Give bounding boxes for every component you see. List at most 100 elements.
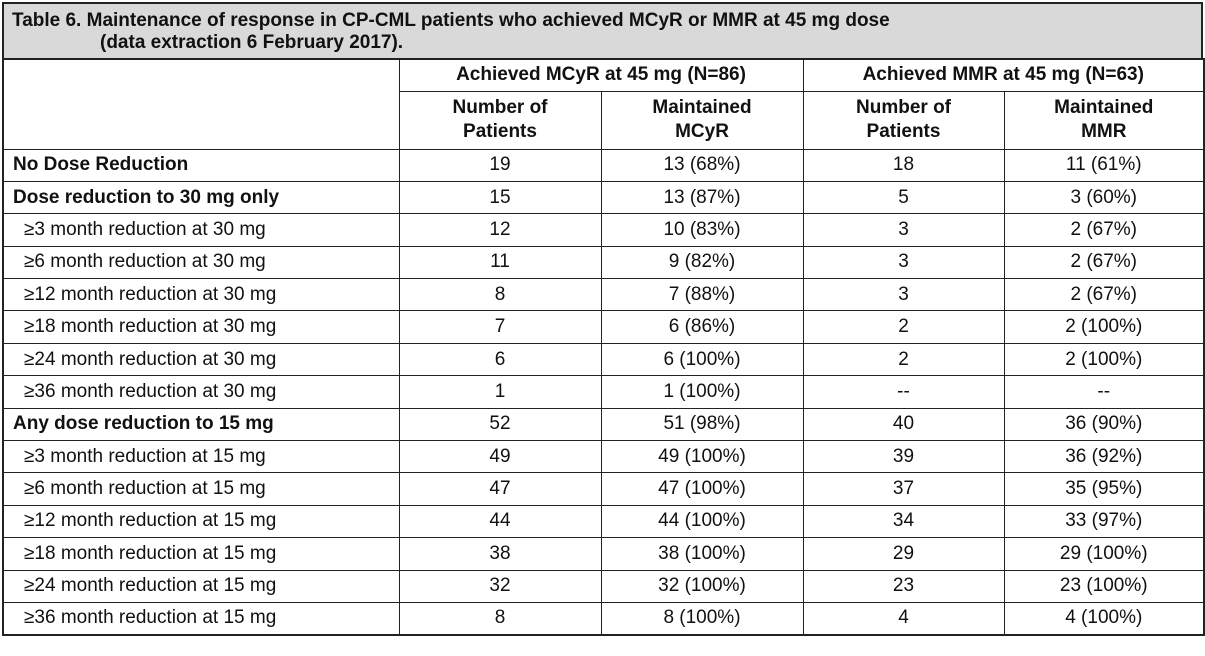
- table-body: No Dose Reduction 19 13 (68%) 18 11 (61%) Dos…: [2, 148, 1205, 636]
- row-label: ≥12 month reduction at 15 mg: [2, 504, 400, 539]
- table-cell: 3: [802, 245, 1005, 280]
- table-cell: 34: [802, 504, 1005, 539]
- table-cell: 11 (61%): [1003, 148, 1205, 182]
- table-cell: 10 (83%): [600, 213, 804, 247]
- table-cell: 11: [398, 245, 602, 280]
- table-cell: 47 (100%): [600, 472, 804, 506]
- table-cell: 38: [398, 537, 602, 571]
- sub-header-cell: Maintained MCyR: [600, 90, 804, 150]
- row-label: ≥6 month reduction at 15 mg: [2, 472, 400, 506]
- table-caption: Table 6. Maintenance of response in CP-C…: [2, 2, 1203, 58]
- table-cell: 3 (60%): [1003, 180, 1205, 215]
- table-row: ≥24 month reduction at 30 mg 6 6 (100%) 2 2 …: [2, 342, 1205, 377]
- table-cell: 44: [398, 504, 602, 539]
- table-cell: 37: [802, 472, 1005, 506]
- table-row: No Dose Reduction 19 13 (68%) 18 11 (61%): [2, 148, 1205, 182]
- row-label: ≥36 month reduction at 30 mg: [2, 375, 400, 409]
- table-cell: 2 (67%): [1003, 278, 1205, 312]
- table-cell: 1 (100%): [600, 375, 804, 409]
- table-cell: 2 (100%): [1003, 310, 1205, 344]
- table-cell: 6: [398, 342, 602, 377]
- table-row: ≥3 month reduction at 15 mg 49 49 (100%) 39…: [2, 440, 1205, 474]
- table-cell: 49: [398, 440, 602, 474]
- table-cell: 1: [398, 375, 602, 409]
- table-cell: 15: [398, 180, 602, 215]
- table-cell: 23 (100%): [1003, 569, 1205, 603]
- row-label: ≥24 month reduction at 15 mg: [2, 569, 400, 603]
- table-cell: 13 (87%): [600, 180, 804, 215]
- row-label: Dose reduction to 30 mg only: [2, 180, 400, 215]
- table-cell: 2: [802, 342, 1005, 377]
- table-cell: 2 (100%): [1003, 342, 1205, 377]
- caption-line-2: (data extraction 6 February 2017).: [100, 32, 404, 53]
- row-label: ≥3 month reduction at 30 mg: [2, 213, 400, 247]
- table-cell: 36 (92%): [1003, 440, 1205, 474]
- row-label: No Dose Reduction: [2, 148, 400, 182]
- table-cell: 6 (86%): [600, 310, 804, 344]
- table-cell: 32: [398, 569, 602, 603]
- table-cell: 40: [802, 407, 1005, 442]
- table-cell: 18: [802, 148, 1005, 182]
- caption-line-1: Table 6. Maintenance of response in CP-C…: [12, 10, 890, 31]
- table-row: ≥6 month reduction at 30 mg 11 9 (82%) 3 2 (…: [2, 245, 1205, 280]
- table-cell: 19: [398, 148, 602, 182]
- table-cell: 13 (68%): [600, 148, 804, 182]
- empty-corner-cell: [2, 58, 400, 150]
- table-cell: 32 (100%): [600, 569, 804, 603]
- table-cell: 29 (100%): [1003, 537, 1205, 571]
- sub-header-row: Number of Patients Maintained MCyR Number …: [3, 90, 1205, 150]
- group-header-mcyr: Achieved MCyR at 45 mg (N=86): [398, 58, 804, 92]
- table-cell: 49 (100%): [600, 440, 804, 474]
- table-cell: 2: [802, 310, 1005, 344]
- table-cell: 44 (100%): [600, 504, 804, 539]
- table-row: ≥24 month reduction at 15 mg 32 32 (100%) 2…: [2, 569, 1205, 603]
- table-row: ≥3 month reduction at 30 mg 12 10 (83%) 3 2 …: [2, 213, 1205, 247]
- table-cell: 4: [802, 601, 1005, 636]
- table-cell: 33 (97%): [1003, 504, 1205, 539]
- group-header-row: Achieved MCyR at 45 mg (N=86) Achieved M…: [2, 58, 1205, 150]
- row-label: ≥36 month reduction at 15 mg: [2, 601, 400, 636]
- table-cell: 8: [398, 601, 602, 636]
- row-label: ≥18 month reduction at 30 mg: [2, 310, 400, 344]
- row-label: ≥18 month reduction at 15 mg: [2, 537, 400, 571]
- row-label: ≥24 month reduction at 30 mg: [2, 342, 400, 377]
- row-label: ≥12 month reduction at 30 mg: [2, 278, 400, 312]
- table-row: ≥12 month reduction at 30 mg 8 7 (88%) 3 2 (…: [2, 278, 1205, 312]
- row-label: Any dose reduction to 15 mg: [2, 407, 400, 442]
- table-cell: 38 (100%): [600, 537, 804, 571]
- table-cell: 7: [398, 310, 602, 344]
- table-cell: 36 (90%): [1003, 407, 1205, 442]
- table-cell: --: [1003, 375, 1205, 409]
- table-row: ≥36 month reduction at 15 mg 8 8 (100%) 4 4 …: [2, 601, 1205, 636]
- table-cell: 9 (82%): [600, 245, 804, 280]
- table-cell: 35 (95%): [1003, 472, 1205, 506]
- table-cell: 52: [398, 407, 602, 442]
- table-cell: 29: [802, 537, 1005, 571]
- table-cell: 7 (88%): [600, 278, 804, 312]
- table-row: ≥12 month reduction at 15 mg 44 44 (100%) 3…: [2, 504, 1205, 539]
- table-row: Dose reduction to 30 mg only 15 13 (87%) 5 3…: [2, 180, 1205, 215]
- sub-header-cell: Number of Patients: [398, 90, 602, 150]
- table-cell: 5: [802, 180, 1005, 215]
- table-cell: 12: [398, 213, 602, 247]
- table-cell: 3: [802, 278, 1005, 312]
- table-cell: 51 (98%): [600, 407, 804, 442]
- table-cell: 8 (100%): [600, 601, 804, 636]
- table-cell: 2 (67%): [1003, 245, 1205, 280]
- data-table: Achieved MCyR at 45 mg (N=86) Achieved M…: [2, 58, 1205, 636]
- table-cell: 47: [398, 472, 602, 506]
- table-cell: 3: [802, 213, 1005, 247]
- table-cell: 23: [802, 569, 1005, 603]
- table-cell: 4 (100%): [1003, 601, 1205, 636]
- results-table-container: Table 6. Maintenance of response in CP-C…: [2, 2, 1205, 636]
- sub-header-cell: Number of Patients: [802, 90, 1005, 150]
- table-cell: --: [802, 375, 1005, 409]
- table-cell: 8: [398, 278, 602, 312]
- table-cell: 39: [802, 440, 1005, 474]
- row-label: ≥3 month reduction at 15 mg: [2, 440, 400, 474]
- table-cell: 2 (67%): [1003, 213, 1205, 247]
- table-row: Any dose reduction to 15 mg 52 51 (98%) 40 3…: [2, 407, 1205, 442]
- group-header-mmr: Achieved MMR at 45 mg (N=63): [802, 58, 1205, 92]
- table-row: ≥18 month reduction at 15 mg 38 38 (100%) 2…: [2, 537, 1205, 571]
- sub-header-cell: Maintained MMR: [1003, 90, 1205, 150]
